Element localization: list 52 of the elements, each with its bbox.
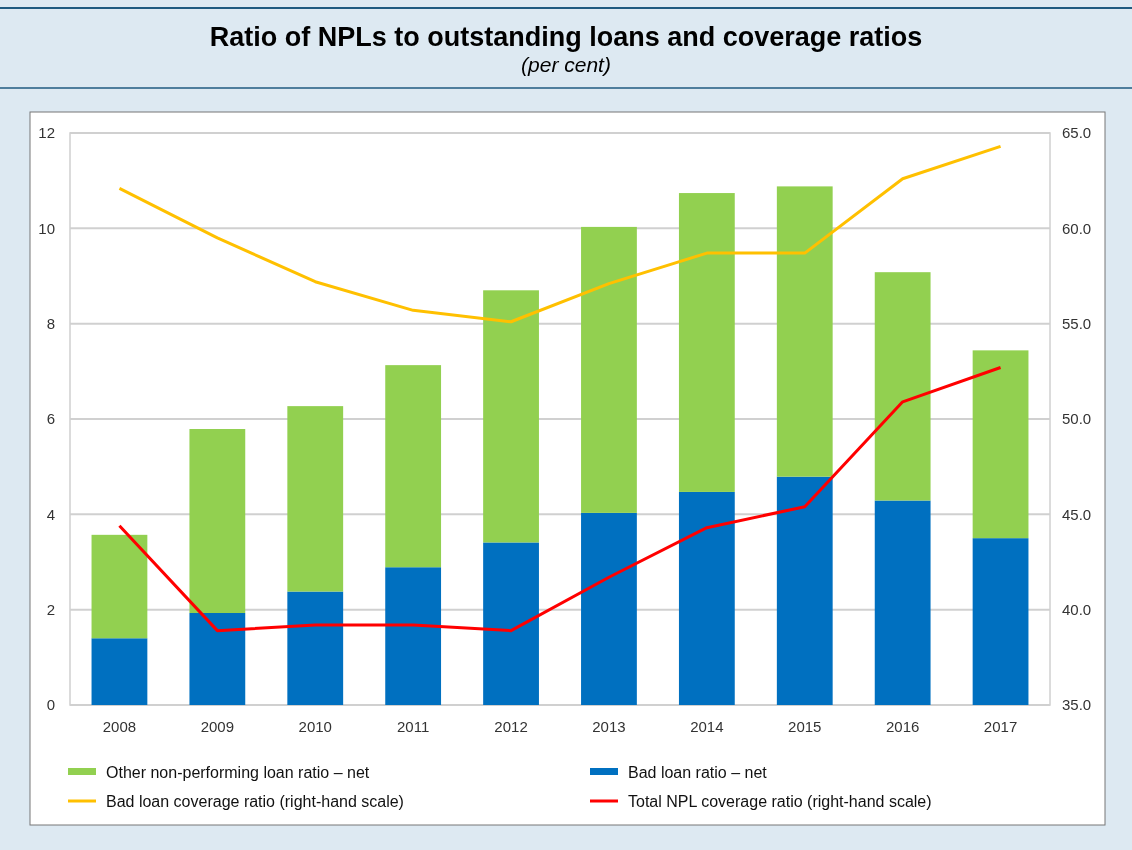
y-tick-label: 4 <box>46 505 55 523</box>
x-tick-label: 2009 <box>200 718 235 735</box>
bar <box>189 613 246 705</box>
bar <box>874 272 931 501</box>
bar <box>287 406 344 592</box>
y-tick-label: 2 <box>46 600 55 618</box>
y2-tick-label: 40.0 <box>1062 600 1092 618</box>
bar <box>483 290 539 543</box>
bar <box>581 226 637 513</box>
y2-tick-label: 50.0 <box>1062 410 1092 428</box>
y2-tick-label: 35.0 <box>1062 696 1092 714</box>
bar <box>189 429 246 613</box>
x-tick-label: 2017 <box>983 718 1018 735</box>
y-tick-label: 6 <box>46 410 55 428</box>
x-tick-label: 2013 <box>592 718 626 735</box>
line-series <box>117 366 1003 633</box>
y2-tick-label: 60.0 <box>1062 219 1092 237</box>
bar <box>581 512 637 705</box>
x-tick-label: 2016 <box>885 718 920 735</box>
y-tick-label: 12 <box>38 124 55 142</box>
bar <box>91 638 148 705</box>
chart-title: Ratio of NPLs to outstanding loans and coverage ratios <box>209 22 923 52</box>
chart-subtitle: (per cent) <box>521 53 611 76</box>
bar <box>483 542 539 705</box>
legend-label: Other non-performing loan ratio – net <box>106 763 370 781</box>
bar <box>678 193 735 492</box>
legend-label: Bad loan ratio – net <box>628 763 768 781</box>
bar <box>91 534 148 639</box>
bar <box>678 491 735 705</box>
bar <box>287 591 344 705</box>
x-tick-label: 2012 <box>494 718 528 735</box>
line-series <box>117 144 1003 324</box>
x-tick-label: 2008 <box>102 718 137 735</box>
y2-tick-label: 65.0 <box>1062 124 1092 142</box>
x-tick-label: 2015 <box>788 718 822 735</box>
y-tick-label: 8 <box>46 314 55 332</box>
x-tick-label: 2014 <box>690 718 724 735</box>
y2-tick-label: 55.0 <box>1062 314 1092 332</box>
bar <box>385 567 442 705</box>
x-tick-label: 2010 <box>298 718 332 735</box>
bar <box>776 476 833 705</box>
bar <box>874 500 931 705</box>
bar <box>972 538 1029 705</box>
bar <box>385 365 442 568</box>
y2-tick-label: 45.0 <box>1062 505 1092 523</box>
bar <box>972 350 1029 539</box>
y-tick-label: 0 <box>46 696 55 714</box>
y-tick-label: 10 <box>38 219 55 237</box>
legend-label: Bad loan coverage ratio (right-hand scale) <box>106 792 404 810</box>
x-tick-label: 2011 <box>397 718 430 735</box>
bar <box>776 186 833 477</box>
legend-label: Total NPL coverage ratio (right-hand scale) <box>628 792 932 810</box>
